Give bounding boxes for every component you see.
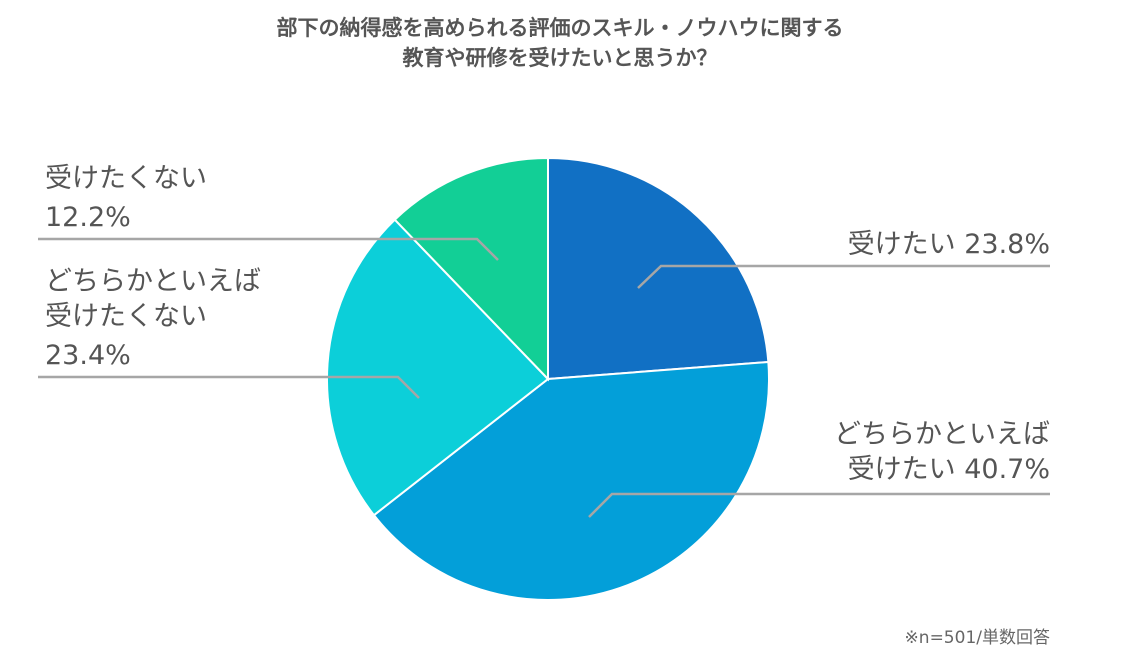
slice-label-3-line-2: 受けたくない	[45, 301, 207, 332]
slice-label-4-line-1: 受けたくない	[45, 163, 207, 194]
pie-slice-2	[372, 360, 770, 601]
leader-line-4	[38, 237, 499, 261]
pie-slices	[326, 156, 770, 601]
slice-label-2-line-1: どちらかといえば	[834, 419, 1050, 450]
slice-label-3-line-3: 23.4%	[45, 340, 131, 371]
slice-label-3-line-1: どちらかといえば	[45, 266, 261, 297]
leader-line-3	[38, 375, 420, 399]
chart-title-line-2: 教育や研修を受けたいと思うか？	[403, 46, 718, 70]
chart-title-line-1: 部下の納得感を高められる評価のスキル・ノウハウに関する	[277, 16, 844, 40]
leader-line-2	[588, 492, 1050, 518]
pie-slice-3	[326, 218, 550, 517]
leader-line-1	[637, 264, 1050, 289]
slice-label-1-line-1: 受けたい 23.8%	[848, 229, 1050, 260]
sample-size-note: ※n=501/単数回答	[905, 628, 1050, 648]
slice-label-2-line-2: 受けたい 40.7%	[848, 454, 1050, 485]
leader-lines	[38, 237, 1050, 518]
pie-slice-4	[393, 156, 549, 382]
chart-title: 部下の納得感を高められる評価のスキル・ノウハウに関する 教育や研修を受けたいと思…	[277, 16, 844, 70]
slice-label-4-line-2: 12.2%	[45, 202, 131, 233]
